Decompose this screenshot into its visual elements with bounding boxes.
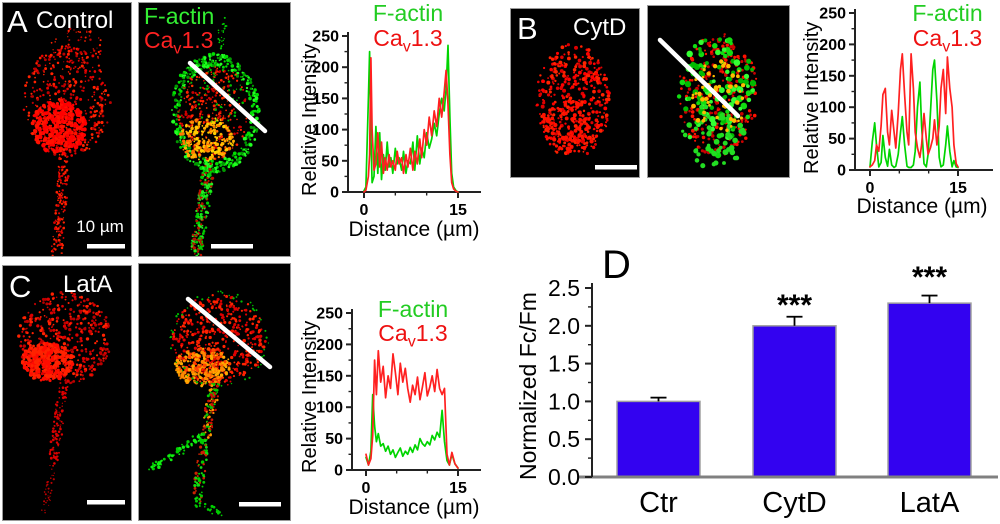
profile-line-marker	[185, 296, 273, 370]
y-tick-label: 250	[819, 6, 846, 23]
chart-c-legend-green: F-actin	[377, 296, 449, 322]
y-tick-label: 150	[312, 91, 339, 108]
scale-bar	[87, 500, 125, 505]
chart-c-plot: 0 50 100 150 200 250 0 15	[316, 306, 481, 497]
x-axis-label: Distance (µm)	[856, 195, 988, 218]
profile-line-marker	[187, 60, 268, 134]
y-tick-label: 0	[837, 163, 846, 180]
y-tick-label: 1.0	[548, 388, 580, 414]
panel-a-merged-cell-graphic	[171, 16, 268, 256]
y-tick-label: 200	[316, 337, 343, 354]
chart-a-legend-red: Cav1.3	[373, 25, 443, 56]
scale-bar	[239, 502, 281, 507]
y-tick-label: 50	[828, 131, 846, 148]
cav13-label: Cav1.3	[144, 27, 214, 58]
category-label: Ctr	[639, 487, 678, 519]
chart-b-legend-green: F-actin	[912, 0, 983, 26]
x-axis-label: Distance (µm)	[348, 496, 480, 519]
y-tick-label: 250	[312, 29, 339, 46]
y-tick-label: 2.0	[548, 313, 580, 339]
y-tick-label: 100	[316, 400, 343, 417]
x-axis-label: Distance (µm)	[348, 218, 480, 241]
x-tick-label: 15	[449, 202, 467, 219]
series-F-actin	[869, 59, 959, 169]
y-tick-label: 50	[321, 153, 339, 170]
y-tick-label: 200	[312, 60, 339, 77]
category-label: LatA	[900, 487, 960, 519]
y-tick-label: 1.5	[548, 351, 580, 377]
panel-c-title: LatA	[63, 271, 113, 298]
significance-stars: ***	[777, 289, 812, 322]
panel-b-merged-image	[647, 5, 790, 178]
panel-a-letter: A	[7, 4, 28, 39]
panel-c-merged-cell-graphic	[148, 290, 281, 517]
scale-bar	[87, 244, 125, 249]
x-tick-label: 0	[866, 180, 875, 197]
x-tick-label: 0	[360, 202, 369, 219]
series-F-actin	[365, 393, 459, 469]
y-tick-label: 2.5	[548, 275, 580, 301]
panel-a-merged-image: F-actin Cav1.3	[138, 2, 291, 257]
series-Cav1.3	[869, 52, 959, 168]
panel-b-letter: B	[517, 11, 538, 46]
panel-b-red-cell-graphic	[535, 43, 637, 170]
panel-b-merged-cell-graphic	[657, 33, 758, 169]
y-tick-label: 0.0	[548, 464, 580, 490]
y-tick-label: 100	[312, 122, 339, 139]
panel-a-red-channel-image: A Control 10 µm	[2, 2, 132, 257]
y-tick-label: 50	[325, 431, 343, 448]
scale-bar	[211, 244, 253, 249]
intensity-profile-chart-a: Relative Intensity F-actin Cav1.3 Distan…	[293, 0, 505, 258]
profile-line-marker	[657, 37, 741, 119]
x-tick-label: 15	[949, 180, 967, 197]
f-actin-label: F-actin	[144, 3, 215, 29]
y-tick-label: 100	[819, 100, 846, 117]
panel-c-letter: C	[9, 269, 32, 304]
bar-chart-panel-d: D Normalized Fc/Fm Ctr *** CytD *** LatA 0.0 0…	[505, 240, 1000, 524]
panel-d-letter: D	[602, 243, 631, 287]
panel-a-red-cell-graphic	[22, 27, 125, 256]
y-tick-label: 250	[316, 306, 343, 323]
y-tick-label: 0	[334, 463, 343, 480]
panel-c-red-cell-graphic	[17, 290, 125, 514]
panel-a-title: Control	[36, 7, 114, 34]
chart-b-legend-red: Cav1.3	[912, 25, 983, 56]
intensity-profile-chart-c: Relative Intensity F-actin Cav1.3 Distan…	[293, 263, 505, 524]
panel-c-merged-image	[138, 263, 291, 521]
significance-stars: ***	[912, 261, 947, 294]
y-tick-label: 150	[819, 68, 846, 85]
series-Cav1.3	[363, 56, 459, 193]
chart-c-legend-red: Cav1.3	[378, 320, 448, 351]
series-Cav1.3	[365, 349, 459, 469]
y-tick-label: 200	[819, 37, 846, 54]
chart-b-plot: 0 50 100 150 200 250 0 15	[819, 6, 993, 197]
bar-Ctr	[616, 400, 701, 478]
y-tick-label: 0.5	[548, 426, 580, 452]
scale-bar-label: 10 µm	[76, 217, 124, 236]
chart-a-legend-green: F-actin	[372, 0, 444, 26]
panel-d-plot: Ctr *** CytD *** LatA 0.0 0.5 1.0 1.5 2.0 2.5	[548, 261, 998, 519]
scale-bar	[595, 165, 637, 170]
panel-b-title: CytD	[573, 14, 627, 41]
panel-b-red-channel-image: B CytD	[510, 8, 640, 178]
bar-LatA	[887, 302, 972, 478]
panel-c-red-channel-image: C LatA	[2, 265, 132, 521]
bar-CytD	[752, 325, 837, 478]
x-tick-label: 0	[362, 480, 371, 497]
category-label: CytD	[762, 487, 826, 519]
x-tick-label: 15	[449, 480, 467, 497]
series-F-actin	[363, 44, 459, 193]
y-tick-label: 150	[316, 368, 343, 385]
chart-a-plot: 0 50 100 150 200 250 0 15	[312, 29, 481, 219]
intensity-profile-chart-b: Relative Intensity F-actin Cav1.3 Distan…	[795, 0, 1000, 230]
y-tick-label: 0	[330, 185, 339, 202]
